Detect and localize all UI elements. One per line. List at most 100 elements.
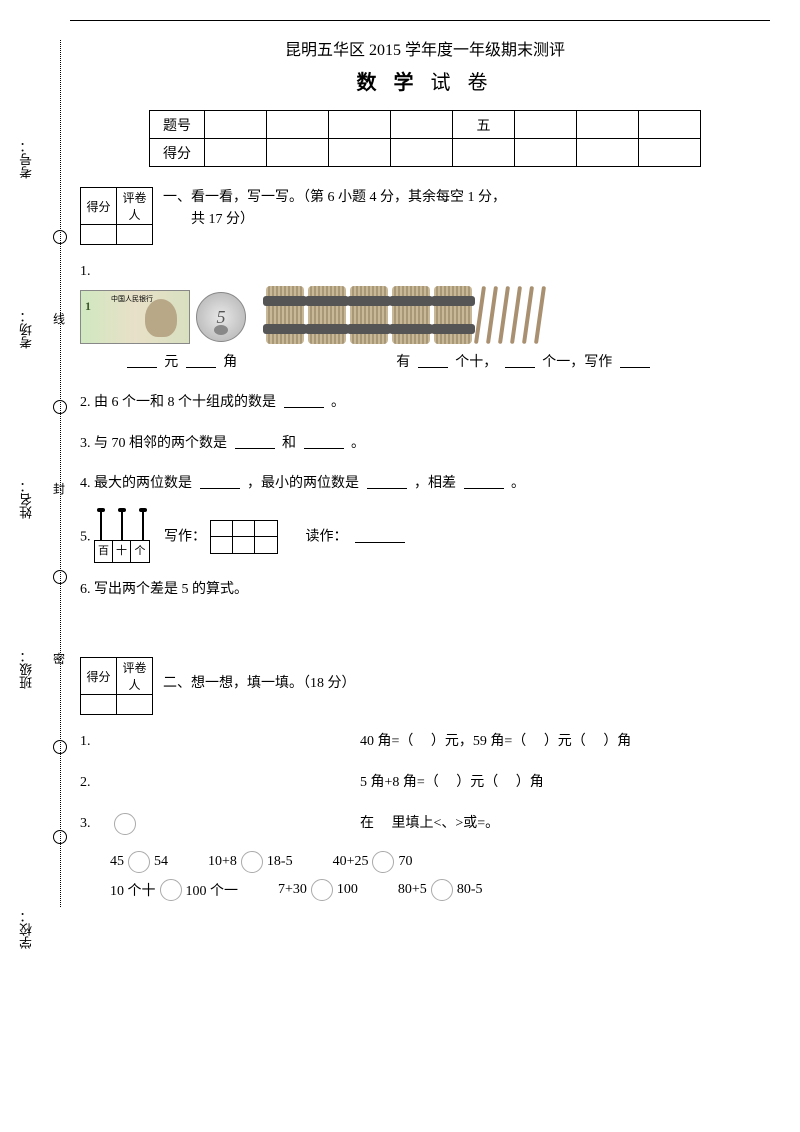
blank[interactable] (355, 542, 405, 543)
q-suffix: 。 (331, 395, 345, 410)
question-1: 1. 1 中国人民银行 5 (80, 259, 770, 376)
score-label: 得分 (150, 139, 205, 167)
write-grid[interactable] (210, 520, 278, 554)
table-row: 题号 五 (150, 111, 701, 139)
abacus-col-label: 个 (131, 541, 149, 562)
label-geshi: 个十， (455, 355, 497, 370)
blank[interactable] (367, 488, 407, 489)
table-row: 得分 (150, 139, 701, 167)
blank[interactable] (304, 448, 344, 449)
compare-item: 40+25 70 (333, 851, 413, 873)
score-cell (453, 139, 515, 167)
q-and: 和 (282, 436, 296, 451)
mini-score-label: 评卷人 (117, 658, 153, 695)
q-text: 在 (360, 816, 374, 831)
compare-circle[interactable] (160, 879, 182, 901)
compare-circle[interactable] (311, 879, 333, 901)
mini-score-cell (117, 225, 153, 245)
q1-labels: 元 角 有 个十， 个一，写作 (80, 350, 770, 377)
blank[interactable] (127, 367, 157, 368)
label-you: 有 (396, 355, 410, 370)
bundle-ten-icon (308, 286, 346, 344)
mini-score-table: 得分评卷人 (80, 187, 153, 245)
side-char-feng: 封 (53, 480, 65, 497)
question-5: 5. 百 十 个 写作： 读作： (80, 512, 770, 563)
q-suffix: 。 (511, 476, 525, 491)
compare-right: 70 (398, 854, 412, 870)
score-label: 题号 (150, 111, 205, 139)
section-title-line1: 一、看一看，写一写。（第 6 小题 4 分，其余每空 1 分， (163, 190, 506, 205)
q-text: 与 70 相邻的两个数是 (94, 436, 227, 451)
compare-circle[interactable] (128, 851, 150, 873)
compare-circle[interactable] (114, 813, 136, 835)
mini-score-cell (81, 695, 117, 715)
score-cell (267, 111, 329, 139)
blank[interactable] (418, 367, 448, 368)
label-write: 写作： (164, 530, 206, 545)
score-cell (205, 139, 267, 167)
blank[interactable] (505, 367, 535, 368)
blank[interactable] (464, 488, 504, 489)
side-label-room: 考场： (17, 310, 36, 349)
main-title: 昆明五华区 2015 学年度一年级期末测评 (80, 36, 770, 60)
section-title-line2: 共 17 分） (191, 212, 254, 227)
s2-question-1: 1. 40 角=（ ）元，59 角=（ ）元（ ）角 (80, 729, 770, 756)
compare-row: 455410+818-540+2570 (110, 851, 770, 873)
compare-item: 80+580-5 (398, 879, 483, 901)
coin-icon: 5 (196, 292, 246, 342)
top-border (70, 20, 770, 21)
subject: 数 学 (357, 72, 420, 94)
compare-left: 40+25 (333, 854, 369, 870)
question-2: 2. 由 6 个一和 8 个十组成的数是 。 (80, 390, 770, 417)
q-text: ）角 (603, 734, 631, 749)
punch-circle (53, 740, 67, 754)
mini-score-label: 得分 (81, 658, 117, 695)
side-char-xian: 线 (53, 310, 65, 327)
blank[interactable] (200, 488, 240, 489)
stick-icon (498, 286, 510, 344)
mini-score-cell (81, 225, 117, 245)
compare-circle[interactable] (241, 851, 263, 873)
banknote-icon: 1 中国人民银行 (80, 290, 190, 344)
blank[interactable] (620, 367, 650, 368)
binding-rail: 考号： 线 考场： 封 姓名： 密 班级： 学校： (35, 40, 75, 907)
question-6: 6. 写出两个差是 5 的算式。 (80, 577, 770, 604)
compare-circle[interactable] (431, 879, 453, 901)
score-cell (391, 139, 453, 167)
score-cell (639, 139, 701, 167)
blank[interactable] (284, 407, 324, 408)
q-text: ，最小的两位数是 (247, 476, 359, 491)
q-number: 1. (80, 734, 91, 749)
side-label-exam-id: 考号： (17, 140, 36, 179)
score-cell (515, 111, 577, 139)
q1-images: 1 中国人民银行 5 (80, 286, 770, 344)
compare-row: 10 个十100 个一7+3010080+580-5 (110, 879, 770, 901)
compare-item: 4554 (110, 851, 168, 873)
compare-item: 10 个十100 个一 (110, 879, 238, 901)
compare-right: 54 (154, 854, 168, 870)
q-number: 1. (80, 264, 91, 279)
q-text: ）元（ (456, 775, 498, 790)
mini-score-cell (117, 695, 153, 715)
punch-circle (53, 230, 67, 244)
blank[interactable] (235, 448, 275, 449)
blank[interactable] (186, 367, 216, 368)
mini-score-label: 评卷人 (117, 188, 153, 225)
compare-right: 100 (337, 882, 358, 898)
score-cell (329, 139, 391, 167)
label-geyi: 个一，写作 (542, 355, 612, 370)
q-text: 由 6 个一和 8 个十组成的数是 (94, 395, 276, 410)
mini-score-table: 得分评卷人 (80, 657, 153, 715)
compare-grid: 455410+818-540+257010 个十100 个一7+3010080+… (80, 851, 770, 901)
score-cell (267, 139, 329, 167)
label-yuan: 元 (164, 355, 178, 370)
score-cell (391, 111, 453, 139)
score-cell (577, 111, 639, 139)
punch-circle (53, 570, 67, 584)
q-text: 里填上<、>或=。 (392, 816, 500, 831)
side-label-class: 班级： (17, 650, 36, 689)
stick-icon (486, 286, 498, 344)
abacus-icon: 百 十 个 (94, 512, 150, 563)
q-number: 2. (80, 775, 91, 790)
compare-circle[interactable] (372, 851, 394, 873)
